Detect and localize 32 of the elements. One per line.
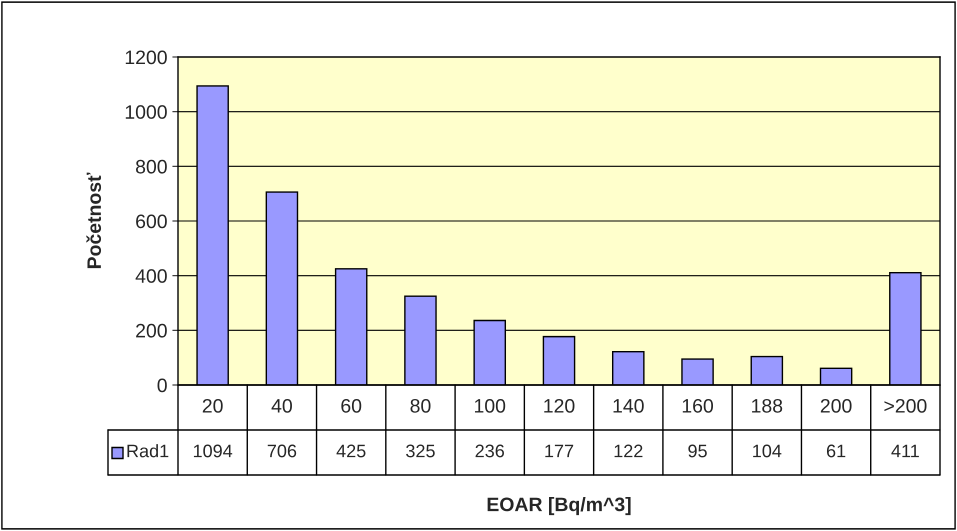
- x-tick-label: >200: [884, 398, 927, 413]
- y-tick-label: 600: [136, 214, 167, 228]
- x-tick-label: 40: [272, 398, 292, 413]
- y-tick-label: 400: [136, 269, 167, 283]
- y-tick-label: 200: [136, 324, 167, 338]
- data-label: 411: [891, 444, 919, 458]
- data-label: 236: [476, 444, 504, 458]
- y-axis-title: Početnosť: [86, 172, 102, 268]
- x-tick-label: 140: [614, 398, 644, 413]
- x-tick-label: 20: [202, 398, 223, 413]
- data-label: 706: [268, 444, 296, 458]
- x-tick-label: 188: [752, 398, 782, 413]
- y-tick-label: 1200: [126, 50, 167, 64]
- y-tick-label: 0: [158, 378, 167, 392]
- y-tick-label: 1000: [126, 105, 167, 119]
- data-label: 122: [614, 444, 642, 458]
- legend-label: Rad1: [127, 444, 168, 458]
- data-label: 61: [826, 444, 846, 458]
- y-tick-label: 800: [136, 160, 167, 174]
- data-label: 95: [688, 444, 707, 458]
- x-tick-label: 100: [474, 398, 506, 413]
- x-tick-label: 120: [544, 398, 574, 413]
- x-tick-label: 80: [410, 398, 431, 413]
- x-tick-label: 60: [341, 398, 362, 413]
- data-label: 177: [545, 444, 574, 458]
- data-label: 325: [406, 444, 435, 458]
- x-tick-label: 160: [682, 398, 714, 413]
- data-label: 1094: [194, 444, 232, 458]
- x-tick-label: 200: [820, 398, 852, 413]
- data-label: 104: [753, 444, 782, 458]
- x-axis-title: EOAR [Bq/m^3]: [488, 497, 631, 516]
- data-label: 425: [336, 444, 366, 458]
